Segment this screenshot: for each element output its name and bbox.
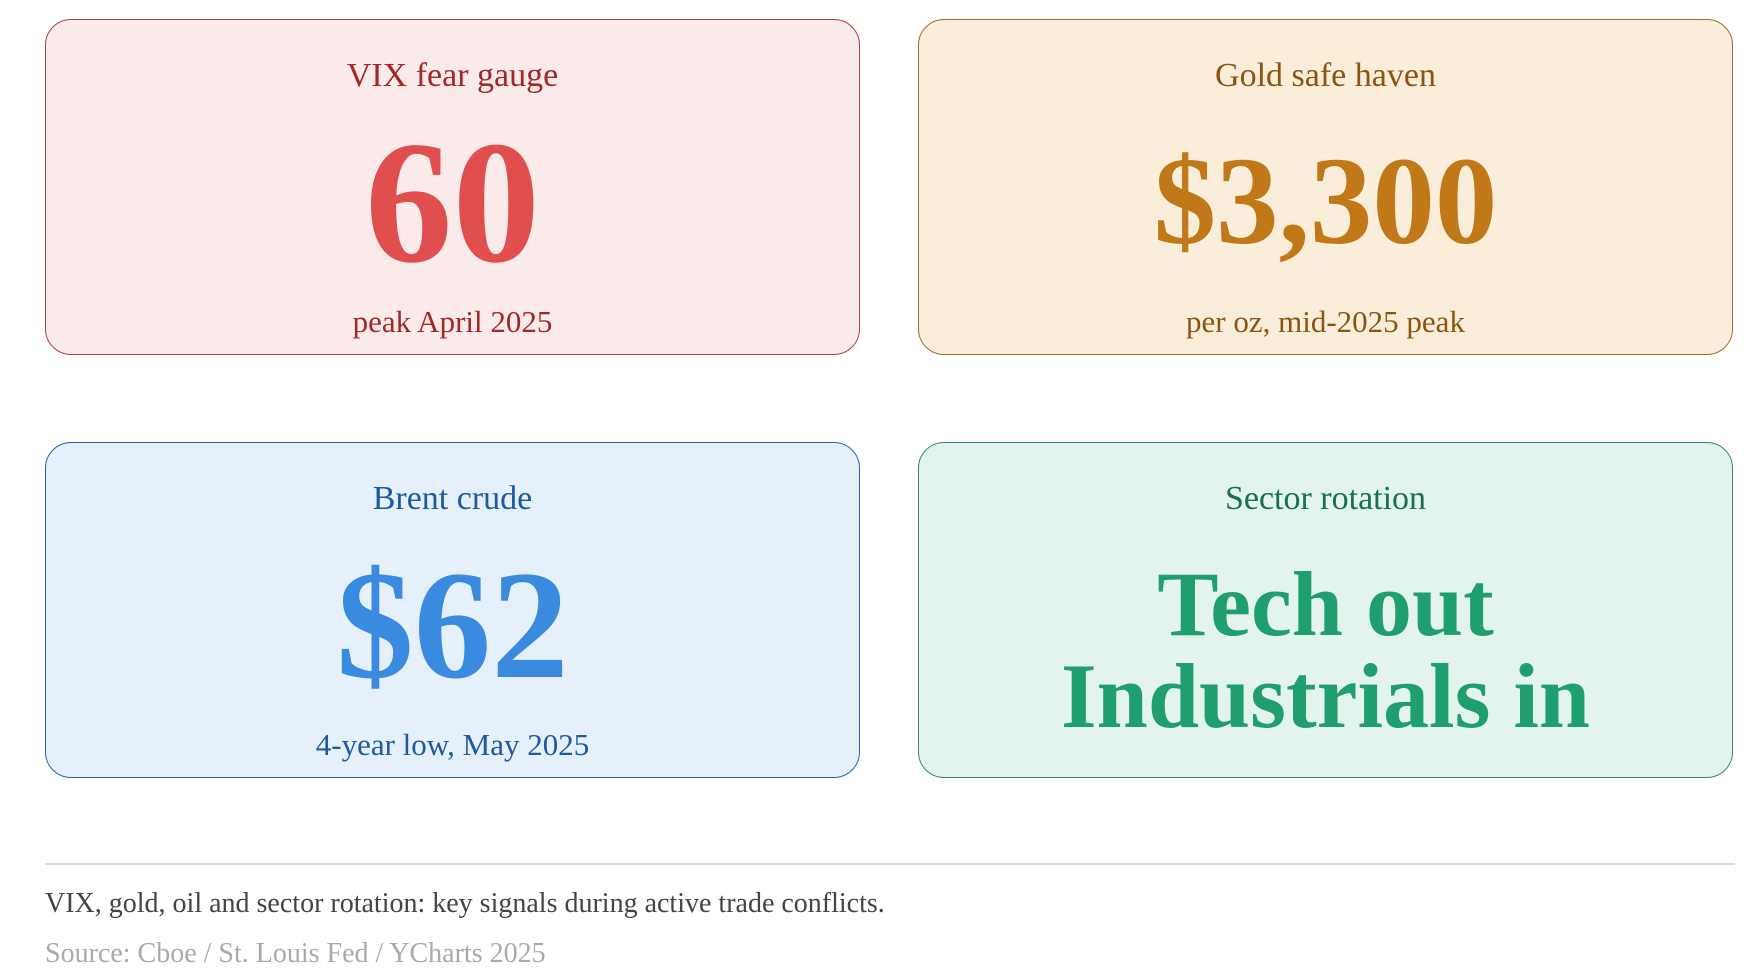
card-value: 60 — [46, 90, 859, 314]
stat-card: Brent crude $62 4-year low, May 2025 — [45, 442, 860, 778]
card-note: per oz, mid-2025 peak — [1186, 304, 1465, 339]
card-label: Brent crude — [372, 480, 533, 517]
stat-card: Gold safe haven $3,300 per oz, mid-2025 pe… — [918, 19, 1733, 355]
stat-card: VIX fear gauge 60 peak April 2025 — [45, 19, 860, 355]
stat-card: Sector rotation Tech out Industrials in — [918, 442, 1733, 778]
card-value: Tech out Industrials in — [919, 533, 1732, 767]
card-note: peak April 2025 — [352, 304, 553, 339]
card-value: $62 — [46, 513, 859, 737]
value-line: $62 — [336, 538, 569, 711]
caption: VIX, gold, oil and sector rotation: key … — [45, 888, 885, 919]
card-label: Gold safe haven — [1215, 57, 1436, 94]
card-label: VIX fear gauge — [346, 57, 559, 94]
source: Source: Cboe / St. Louis Fed / YCharts 2… — [45, 938, 546, 969]
divider — [45, 863, 1735, 865]
value-line: $3,300 — [1153, 132, 1498, 271]
value-line: Industrials in — [1060, 645, 1591, 747]
card-note: 4-year low, May 2025 — [315, 727, 590, 762]
value-line: 60 — [365, 104, 540, 299]
value-line: Tech out — [1157, 553, 1494, 655]
card-value: $3,300 — [919, 90, 1732, 314]
card-label: Sector rotation — [1224, 480, 1427, 517]
